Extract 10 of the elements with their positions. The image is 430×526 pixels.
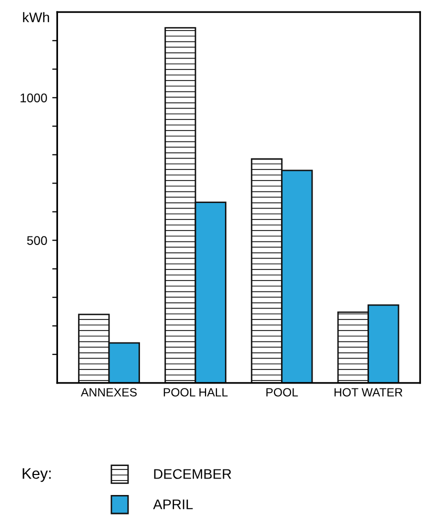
x-tick-label: POOL xyxy=(266,388,298,396)
y-tick-label: 1000 xyxy=(20,93,47,102)
legend-label: APRIL xyxy=(153,500,193,510)
x-tick-label: POOL HALL xyxy=(164,388,228,396)
legend-title: Key: xyxy=(22,468,51,482)
y-axis-title: kWh xyxy=(23,12,50,22)
x-tick-label: ANNEXES xyxy=(80,388,137,396)
y-tick-label: 500 xyxy=(27,236,47,245)
x-tick-label: HOT WATER xyxy=(334,388,402,396)
legend-label: DECEMBER xyxy=(154,469,232,479)
